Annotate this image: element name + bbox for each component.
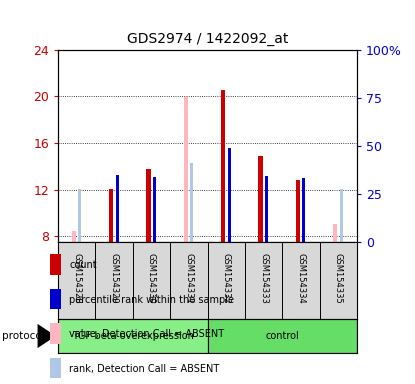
- Text: protocol: protocol: [2, 331, 45, 341]
- Bar: [153, 177, 156, 242]
- Bar: [183, 98, 188, 242]
- Bar: [50, 254, 61, 275]
- Text: GSM154334: GSM154334: [296, 253, 305, 304]
- Bar: [109, 189, 113, 242]
- Bar: [303, 178, 305, 242]
- Bar: [208, 319, 357, 353]
- Bar: [71, 231, 76, 242]
- Text: control: control: [265, 331, 299, 341]
- Title: GDS2974 / 1422092_at: GDS2974 / 1422092_at: [127, 32, 288, 46]
- Text: value, Detection Call = ABSENT: value, Detection Call = ABSENT: [69, 329, 225, 339]
- Text: GSM154335: GSM154335: [334, 253, 343, 304]
- Text: GSM154330: GSM154330: [147, 253, 156, 304]
- Bar: [221, 90, 225, 242]
- Bar: [295, 180, 300, 242]
- Bar: [228, 148, 231, 242]
- Bar: [50, 358, 61, 379]
- Text: rank, Detection Call = ABSENT: rank, Detection Call = ABSENT: [69, 364, 220, 374]
- Bar: [50, 289, 61, 310]
- Bar: [116, 175, 119, 242]
- Bar: [258, 156, 263, 242]
- Bar: [50, 323, 61, 344]
- Text: percentile rank within the sample: percentile rank within the sample: [69, 295, 234, 305]
- Bar: [146, 169, 151, 242]
- Text: GSM154333: GSM154333: [259, 253, 268, 304]
- Text: GSM154329: GSM154329: [110, 253, 119, 304]
- Bar: [340, 189, 343, 242]
- Bar: [265, 176, 268, 242]
- Bar: [333, 224, 337, 242]
- Text: count: count: [69, 260, 97, 270]
- Bar: [58, 319, 208, 353]
- Bar: [190, 162, 193, 242]
- Text: GSM154328: GSM154328: [72, 253, 81, 304]
- Bar: [78, 189, 81, 242]
- Text: GSM154332: GSM154332: [222, 253, 231, 304]
- Text: GSM154331: GSM154331: [184, 253, 193, 304]
- Text: TGF-beta overexpression: TGF-beta overexpression: [72, 331, 194, 341]
- Polygon shape: [37, 324, 56, 348]
